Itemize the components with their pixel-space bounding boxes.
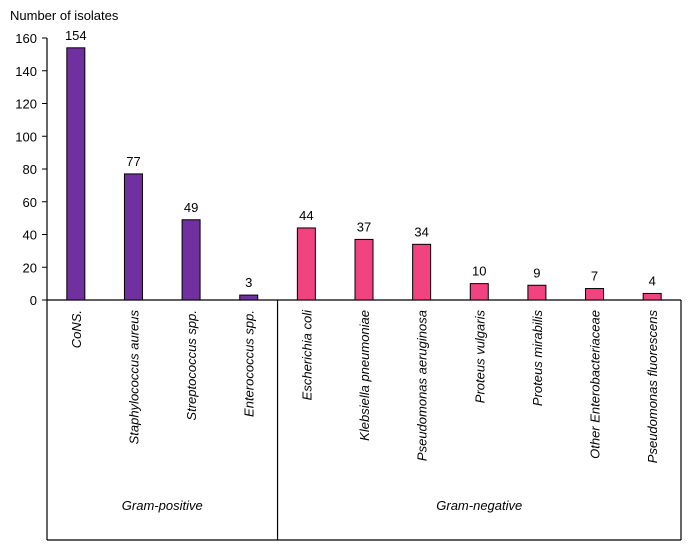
value-label: 3 [245, 275, 252, 290]
x-tick-label: Enterococcus spp. [242, 310, 257, 417]
x-tick-label: Escherichia coli [299, 309, 314, 400]
value-label: 49 [184, 200, 198, 215]
y-tick-label: 100 [15, 129, 37, 144]
x-tick-label: Pseudomonas aeruginosa [415, 310, 430, 461]
value-label: 44 [299, 208, 313, 223]
bar [354, 238, 374, 301]
bar [642, 292, 662, 301]
value-label: 10 [472, 264, 486, 279]
bar [585, 288, 605, 301]
bar [296, 227, 316, 301]
x-tick-label: Staphylococcus aureus [126, 310, 141, 445]
x-tick-label: Proteus mirabilis [530, 310, 545, 407]
value-label: 34 [414, 224, 428, 239]
x-tick-label: Proteus vulgaris [472, 310, 487, 404]
bar [239, 294, 259, 301]
value-label: 7 [591, 269, 598, 284]
y-tick-label: 60 [23, 195, 37, 210]
bar [412, 243, 432, 301]
value-label: 77 [126, 154, 140, 169]
bar [66, 47, 86, 301]
y-tick-label: 80 [23, 162, 37, 177]
x-tick-label: CoNS. [69, 310, 84, 348]
bar [123, 173, 143, 301]
y-tick-label: 40 [23, 228, 37, 243]
bar [181, 219, 201, 301]
x-tick-label: Other Enterobacteriaceae [588, 310, 603, 459]
y-tick-label: 140 [15, 64, 37, 79]
x-tick-label: Klebsiella pneumoniae [357, 310, 372, 441]
y-axis-label: Number of isolates [10, 8, 119, 23]
y-tick-label: 0 [30, 293, 37, 308]
value-label: 154 [65, 28, 87, 43]
bar [527, 284, 547, 301]
value-label: 9 [533, 265, 540, 280]
x-tick-label: Streptococcus spp. [184, 310, 199, 421]
value-label: 4 [649, 273, 656, 288]
x-tick-label: Pseudomonas fluorescens [645, 310, 660, 464]
group-label: Gram-positive [122, 498, 203, 513]
bar [469, 283, 489, 301]
y-tick-label: 160 [15, 31, 37, 46]
group-label: Gram-negative [436, 498, 522, 513]
y-tick-label: 20 [23, 260, 37, 275]
value-label: 37 [357, 219, 371, 234]
y-tick-label: 120 [15, 97, 37, 112]
